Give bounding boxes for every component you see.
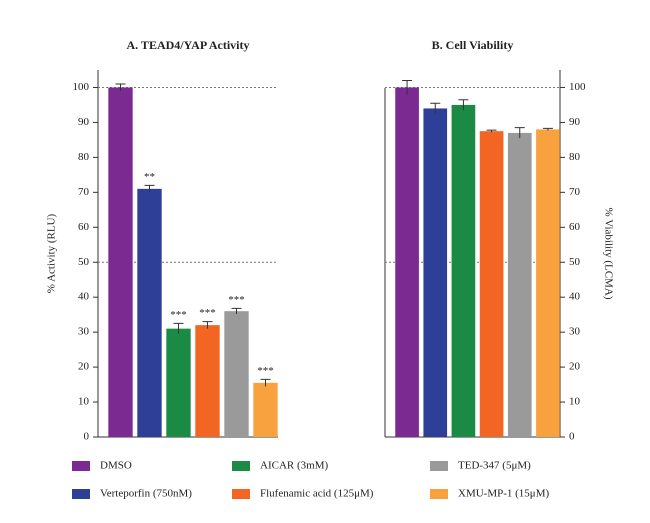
y-tick-label: 90 [569,116,581,128]
error-bar [115,83,126,91]
bar [195,325,220,437]
legend-label: Flufenamic acid (125μM) [260,488,374,500]
legend-swatch [72,489,90,499]
legend-label: Verteporfin (750nM) [100,488,192,500]
chart-title: B. Cell Viability [432,38,514,52]
legend-label: TED-347 (5μM) [458,460,531,472]
legend-swatch [430,461,448,471]
y-tick-label: 60 [569,221,581,233]
y-tick-label: 30 [569,326,581,338]
y-tick-label: 10 [569,396,581,408]
error-bar [173,322,184,334]
significance-label: *** [199,307,216,319]
y-axis-label: % Activity (RLU) [46,213,58,293]
legend-swatch [430,489,448,499]
y-tick-label: 70 [569,186,581,198]
y-tick-label: 40 [78,291,90,303]
bar [137,188,162,437]
significance-label: ** [144,171,155,183]
y-tick-label: 90 [78,116,90,128]
legend-swatch [232,489,250,499]
y-tick-label: 60 [78,221,90,233]
y-tick-label: 80 [569,151,581,163]
bar [395,87,419,437]
y-tick-label: 20 [569,361,581,373]
bar [224,311,249,437]
legend-label: DMSO [100,460,132,472]
y-tick-label: 50 [78,256,90,268]
bar [108,87,133,437]
significance-label: *** [228,294,245,306]
error-bar [542,127,553,131]
y-tick-label: 0 [569,431,575,443]
error-bar [430,102,441,114]
significance-label: *** [257,365,274,377]
bar [479,131,504,437]
error-bar [144,184,155,193]
error-bar [202,321,213,329]
y-tick-label: 30 [78,326,90,338]
legend-swatch [72,461,90,471]
error-bar [231,307,242,314]
significance-label: *** [170,309,187,321]
error-bar [402,79,413,95]
y-axis-label: % Viability (LCMA) [602,207,614,299]
legend-label: AICAR (3mM) [260,460,328,472]
y-tick-label: 100 [73,81,90,93]
y-tick-label: 80 [78,151,90,163]
error-bar [458,99,469,111]
error-bar [514,127,525,139]
bar [423,108,448,437]
y-tick-label: 0 [84,431,90,443]
bar [507,132,532,437]
error-bar [486,129,497,133]
y-tick-label: 100 [569,81,586,93]
y-tick-label: 10 [78,396,90,408]
chart-title: A. TEAD4/YAP Activity [126,38,249,52]
bar [536,129,560,437]
legend-label: XMU-MP-1 (15μM) [458,488,549,500]
legend-swatch [232,461,250,471]
y-tick-label: 20 [78,361,90,373]
y-tick-label: 70 [78,186,90,198]
bar [451,104,476,437]
bar [166,328,191,437]
y-tick-label: 50 [569,256,581,268]
y-tick-label: 40 [569,291,581,303]
error-bar [260,378,271,387]
bar [253,382,278,437]
